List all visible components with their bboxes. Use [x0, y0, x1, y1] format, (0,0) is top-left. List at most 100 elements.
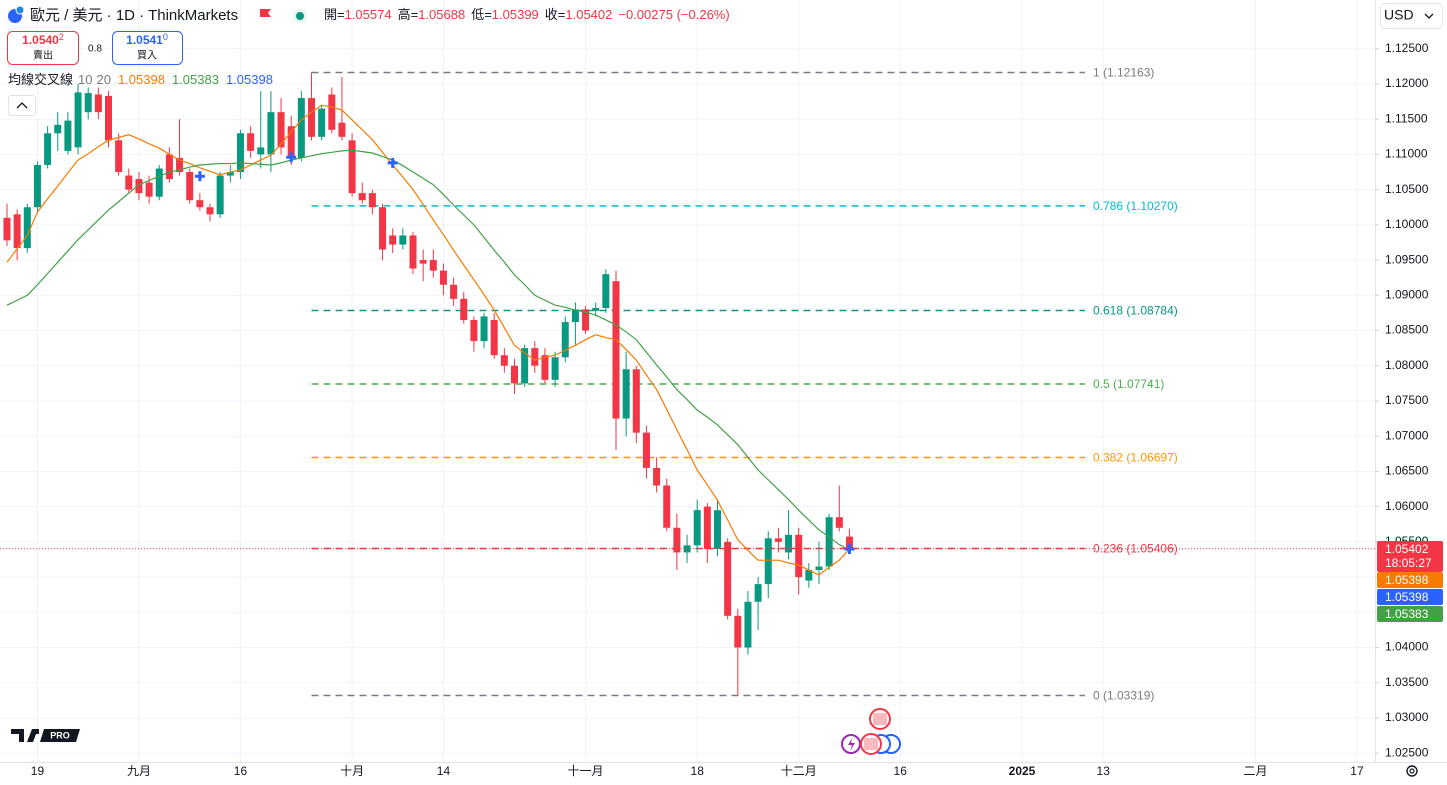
candle-body [368, 193, 376, 208]
candle-body [612, 281, 620, 419]
currency-box[interactable] [1380, 3, 1443, 29]
candle-body [825, 517, 833, 567]
x-tick-label: 16 [894, 764, 908, 778]
fib-label: 0.5 (1.07741) [1093, 377, 1164, 391]
event-flag[interactable] [860, 733, 882, 755]
event-flag[interactable] [869, 708, 891, 730]
candle-body [358, 193, 366, 201]
collapse-box[interactable] [8, 95, 36, 116]
price-tag [1377, 589, 1443, 605]
dropdown-arrow[interactable] [1424, 13, 1434, 19]
label: 低= [471, 7, 492, 22]
logo: PRO [11, 729, 80, 742]
sell-label[interactable]: 賣出 [33, 49, 53, 62]
candle-body [785, 534, 793, 553]
sell-box[interactable] [7, 31, 79, 65]
gear-center[interactable] [1409, 768, 1415, 774]
logo-badge [40, 729, 80, 742]
candle-body [257, 147, 265, 155]
x-tick-label: 14 [437, 764, 451, 778]
sell-pip[interactable]: 2 [59, 32, 64, 42]
candle-body [165, 154, 173, 180]
value: 1.05688 [418, 7, 465, 22]
currency-selector[interactable]: USD [1380, 3, 1443, 29]
buy-button[interactable]: 1.05410 買入 [112, 31, 183, 65]
candle-body [571, 309, 579, 323]
currency[interactable]: USD [1384, 7, 1414, 23]
candle-body [3, 217, 11, 241]
value: 1.05402 [565, 7, 612, 22]
event-flag-fill[interactable] [864, 738, 878, 750]
candle-body [439, 270, 447, 285]
price-tag-label: 1.05402 [1385, 542, 1429, 556]
candle-body [318, 108, 326, 137]
event-bolt[interactable] [848, 738, 855, 751]
candle-body [774, 538, 782, 542]
spread: 0.8 [88, 44, 102, 55]
buy-price[interactable]: 1.0541 [126, 33, 163, 47]
moving-average-line [6, 104, 850, 576]
candle-body [734, 615, 742, 648]
candle-body [409, 235, 417, 269]
candle-body [338, 122, 346, 137]
candle-body [115, 140, 123, 173]
legend-value: 1.05398 [118, 72, 165, 87]
fib-label: 0.382 (1.06697) [1093, 451, 1178, 465]
buy-box[interactable] [112, 31, 183, 65]
change: −0.00275 (−0.26%) [618, 7, 729, 22]
collapse-button[interactable] [8, 95, 36, 116]
y-tick-label: 1.12500 [1385, 41, 1429, 55]
candle-body [145, 182, 153, 197]
fib-retracement: 1 (1.12163) 0.786 (1.10270) 0.618 (1.08784… [311, 66, 1178, 703]
price-tag [1377, 606, 1443, 622]
legend-value: 1.05383 [172, 72, 219, 87]
candle-body [551, 357, 559, 380]
candle-body [74, 92, 82, 148]
candle-body [155, 168, 163, 197]
x-tick-label: 十二月 [781, 764, 817, 778]
symbol-title: 歐元 / 美元 · 1D · ThinkMarkets [30, 7, 238, 24]
cross-signal [194, 171, 205, 182]
label: 收= [545, 7, 566, 22]
grid [0, 0, 1375, 762]
study-legend: 均線交叉線 10 20 1.05398 1.05383 1.05398 [8, 72, 273, 87]
candle-body [125, 175, 133, 190]
symbol-icon [15, 5, 25, 15]
candle-body [480, 316, 488, 342]
event-flag-fill[interactable] [873, 713, 887, 725]
sell-price[interactable]: 1.0540 [22, 33, 59, 47]
header: 歐元 / 美元 · 1D · ThinkMarkets 開=1.05574 高=1… [8, 5, 730, 24]
gear[interactable] [1406, 765, 1418, 777]
study-name: 均線交叉線 [8, 72, 73, 87]
candle-body [236, 133, 244, 173]
status-dot [296, 12, 304, 20]
candle-body [642, 432, 650, 468]
candle-body [308, 98, 315, 137]
x-tick-label: 16 [234, 764, 248, 778]
y-tick-label: 1.06000 [1385, 499, 1429, 513]
y-tick-label: 1.10000 [1385, 217, 1429, 231]
buy-label[interactable]: 買入 [137, 50, 157, 62]
candle-body [44, 133, 52, 165]
sell-button[interactable]: 1.05402 賣出 [7, 31, 79, 65]
chevron-up[interactable] [16, 102, 28, 109]
y-tick-label: 1.07500 [1385, 393, 1429, 407]
candle-body [379, 207, 387, 250]
settings-button[interactable] [1406, 765, 1418, 777]
label: 開= [324, 7, 345, 22]
plot [0, 72, 1375, 696]
candle-body [33, 164, 41, 208]
candle-body [176, 157, 184, 173]
candle-body [703, 506, 711, 549]
y-tick-label: 1.09000 [1385, 287, 1429, 301]
candle-body [714, 510, 721, 549]
candle-body [673, 527, 681, 553]
buy-price-line[interactable]: 1.05410 [126, 32, 168, 47]
candle-body [460, 298, 468, 320]
events[interactable] [841, 708, 901, 755]
buy-pip[interactable]: 0 [163, 32, 168, 42]
sell-price-line[interactable]: 1.05402 [22, 32, 64, 47]
price-tag [1377, 572, 1443, 588]
